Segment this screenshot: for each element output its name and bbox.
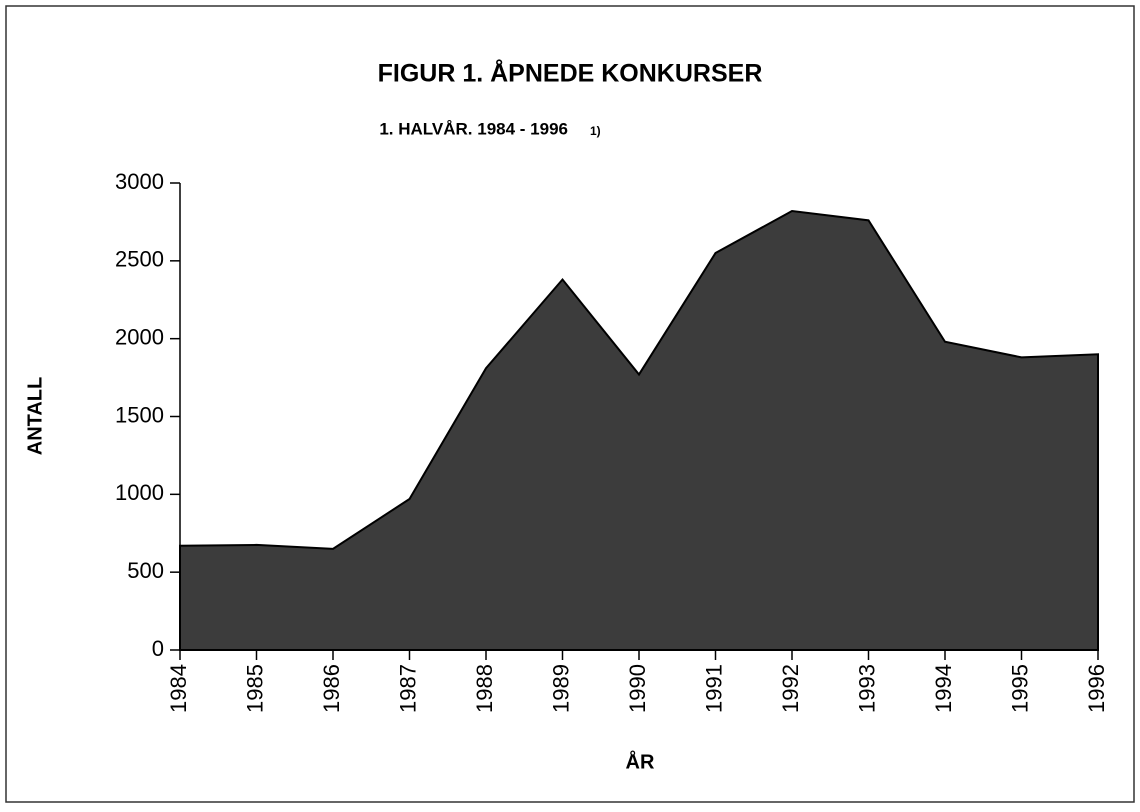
- subtitle-note: 1): [590, 124, 601, 138]
- x-tick-label: 1988: [472, 664, 497, 713]
- x-tick-label: 1996: [1084, 664, 1109, 713]
- y-tick-label: 0: [152, 636, 164, 661]
- x-tick-label: 1984: [166, 664, 191, 713]
- chart-title: FIGUR 1. ÅPNEDE KONKURSER: [378, 59, 763, 88]
- x-axis-label: ÅR: [626, 749, 655, 773]
- chart-subtitle: 1. HALVÅR. 1984 - 1996: [379, 119, 568, 138]
- x-tick-label: 1991: [701, 664, 726, 713]
- y-tick-label: 1500: [115, 402, 164, 427]
- y-tick-label: 2500: [115, 247, 164, 272]
- x-tick-label: 1994: [931, 664, 956, 713]
- x-tick-label: 1995: [1007, 664, 1032, 713]
- area: [179, 209, 1099, 651]
- x-tick-label: 1987: [395, 664, 420, 713]
- y-tick-label: 500: [127, 558, 164, 583]
- x-tick-label: 1992: [778, 664, 803, 713]
- frame: [5, 5, 1135, 803]
- y-tick-label: 3000: [115, 169, 164, 194]
- y-tick-label: 1000: [115, 480, 164, 505]
- x-tick-label: 1989: [548, 664, 573, 713]
- y-axis-label: ANTALL: [24, 377, 46, 456]
- x-tick-label: 1990: [625, 664, 650, 713]
- x-tick-label: 1985: [242, 664, 267, 713]
- x-tick-label: 1986: [319, 664, 344, 713]
- y-tick-label: 2000: [115, 324, 164, 349]
- x-tick-label: 1993: [854, 664, 879, 713]
